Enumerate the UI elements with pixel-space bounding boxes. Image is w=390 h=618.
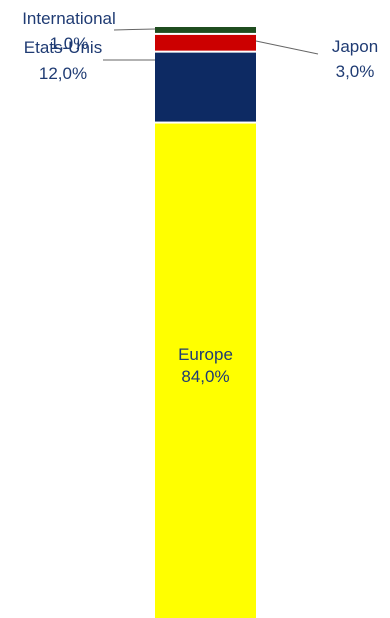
label-etats-unis-name: Etats-Unis	[24, 38, 102, 57]
bar-segment-japon	[155, 34, 256, 51]
leader-line-international	[113, 28, 156, 31]
bar-segment-international	[155, 27, 256, 33]
bar-segment-etats-unis	[155, 52, 256, 122]
segment-labels: Europe 84,0% Etats-Unis 12,0% Japon 3,0% Inter…	[22, 9, 378, 386]
bar-segment-europe	[155, 123, 256, 618]
label-international-value: 1,0%	[50, 34, 89, 53]
label-japon-value: 3,0%	[336, 62, 375, 81]
label-europe-name: Europe	[178, 345, 233, 364]
label-international-name: International	[22, 9, 116, 28]
label-europe-value: 84,0%	[181, 367, 229, 386]
label-etats-unis-value: 12,0%	[39, 64, 87, 83]
bar-segments	[155, 27, 256, 618]
label-japon-name: Japon	[332, 37, 378, 56]
leader-line-japon	[255, 40, 319, 55]
leader-lines	[103, 28, 319, 61]
